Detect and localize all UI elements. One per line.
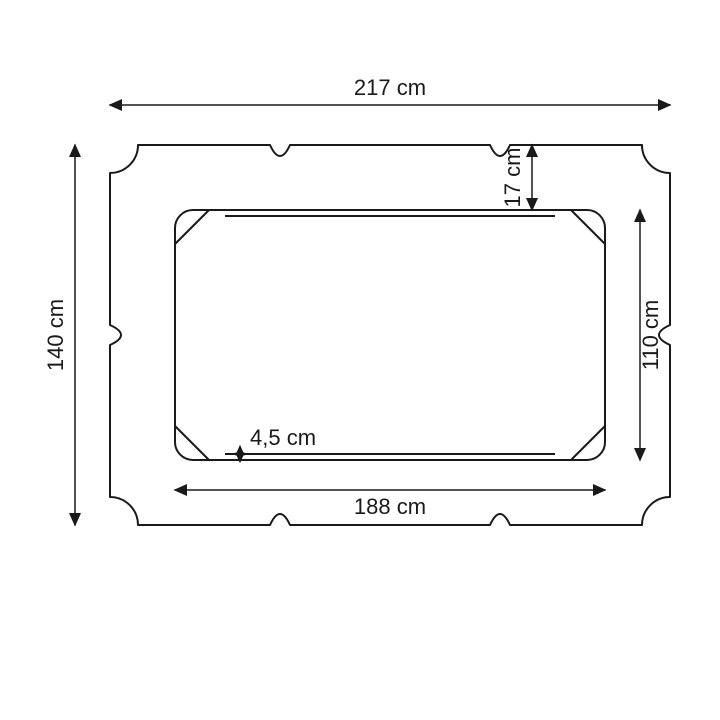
dimension-label: 140 cm: [43, 299, 68, 371]
dimension-label: 17 cm: [500, 148, 525, 208]
dimension-label: 110 cm: [638, 300, 663, 371]
dimension-label: 188 cm: [354, 494, 426, 519]
dimension-diagram: 217 cm 140 cm 188 cm 110 cm 17 cm 4,5 cm: [0, 0, 720, 720]
outer-outline: [110, 145, 670, 525]
inner-outline: [175, 210, 605, 460]
dimension-label: 4,5 cm: [250, 425, 316, 450]
dimension-label: 217 cm: [354, 75, 426, 100]
